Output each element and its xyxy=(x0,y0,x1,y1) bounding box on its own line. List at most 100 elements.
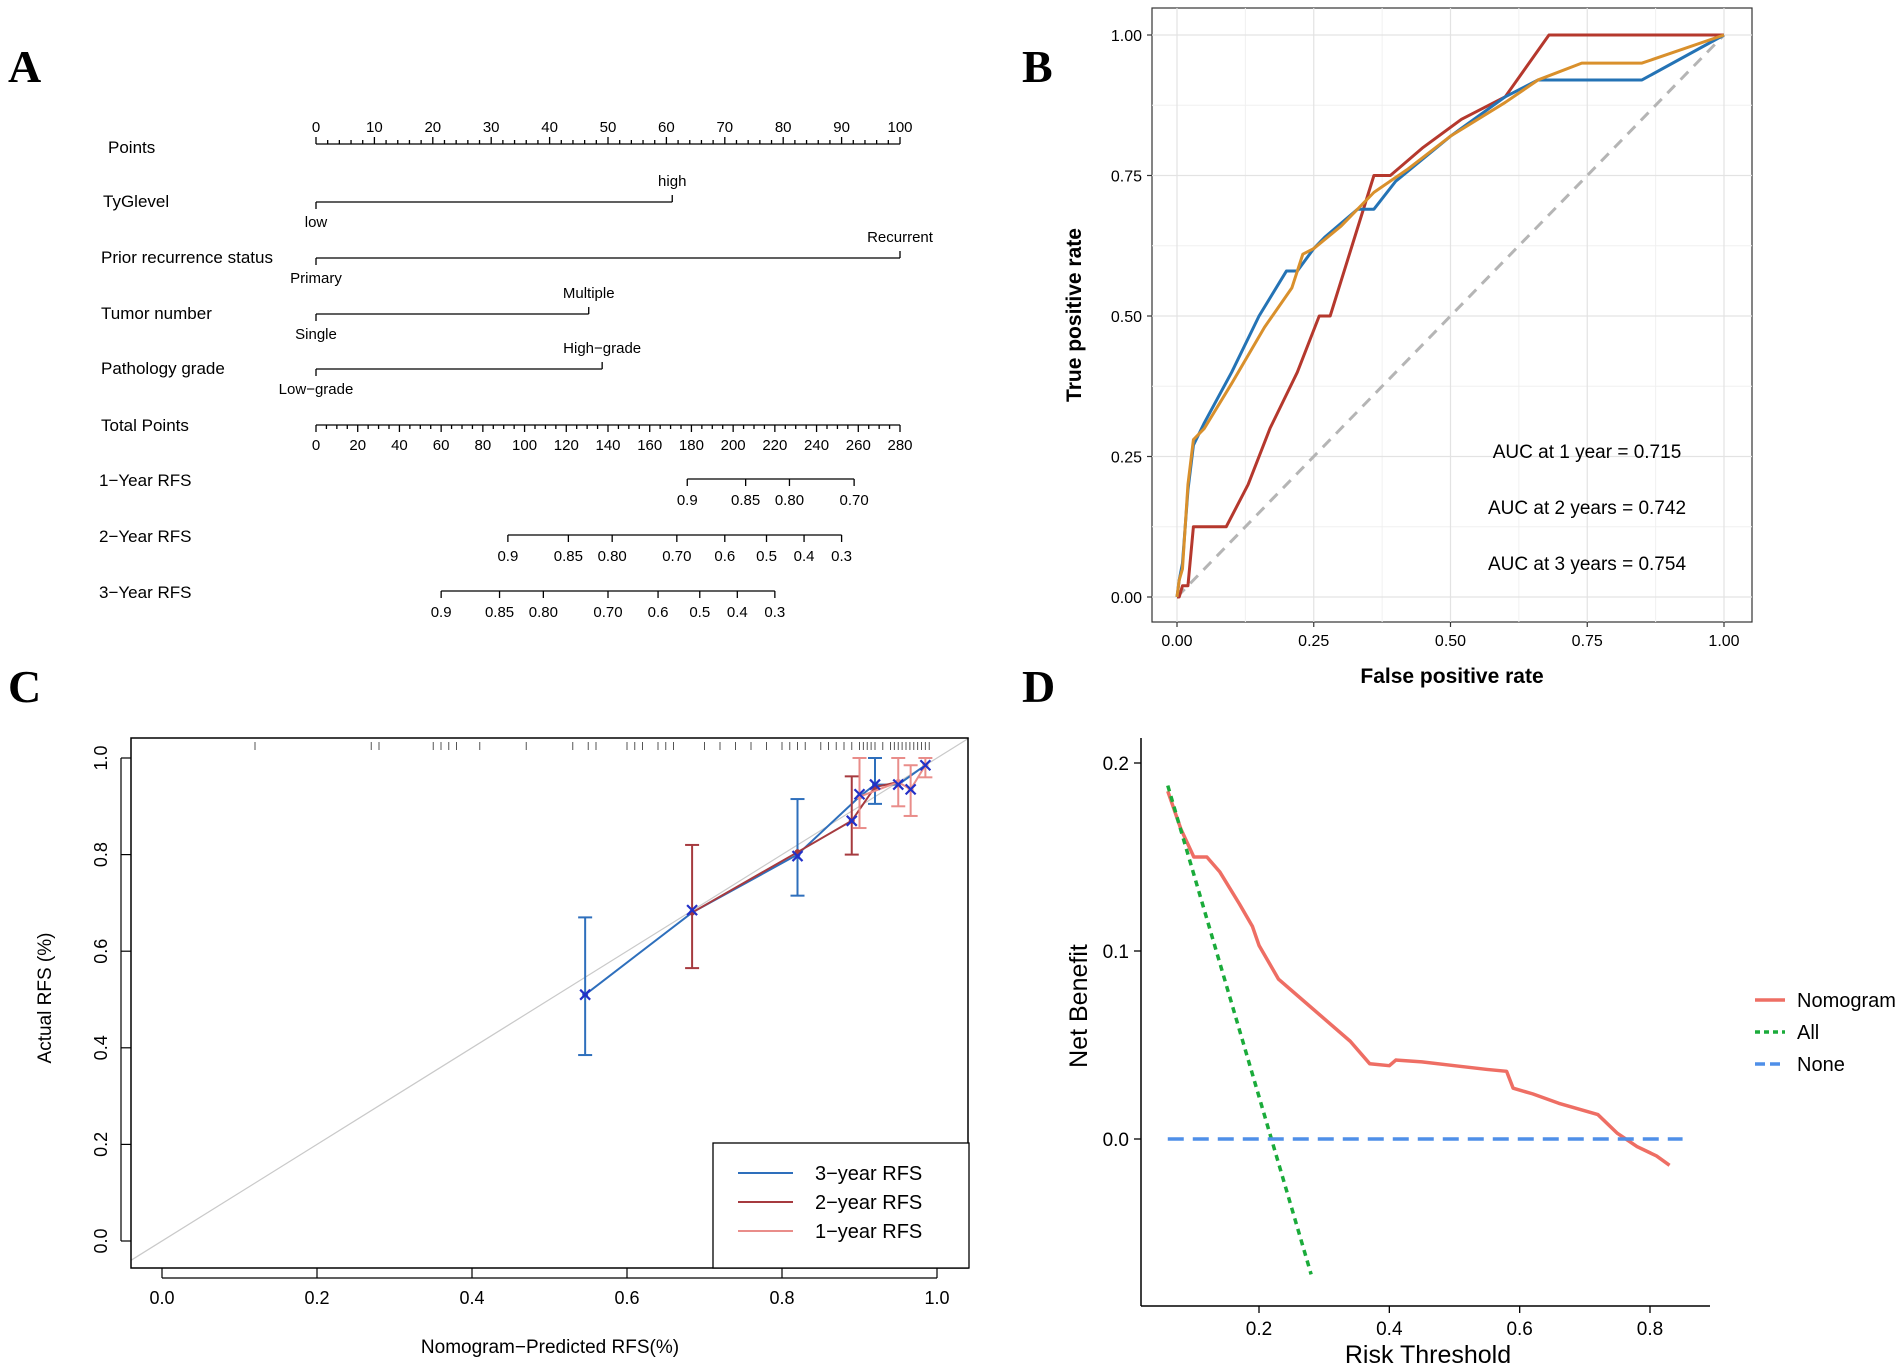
total-points-tick-label: 280 xyxy=(887,437,912,454)
y-tick-label: 0.0 xyxy=(91,1228,111,1253)
x-tick-label: 0.75 xyxy=(1572,633,1603,650)
outcome-row-label: 1−Year RFS xyxy=(99,471,191,490)
outcome-tick-label: 0.85 xyxy=(554,548,583,565)
x-tick-label: 0.00 xyxy=(1161,633,1192,650)
x-tick-label: 0.2 xyxy=(304,1288,329,1308)
panel-label-a: A xyxy=(8,41,41,92)
y-tick-label: 0.4 xyxy=(91,1035,111,1060)
total-points-tick-label: 200 xyxy=(721,437,746,454)
total-points-row-label: Total Points xyxy=(101,416,189,435)
total-points-tick-label: 180 xyxy=(679,437,704,454)
legend-label: 1−year RFS xyxy=(815,1221,922,1243)
outcome-tick-label: 0.70 xyxy=(662,548,691,565)
observed-marker xyxy=(904,783,917,796)
x-tick-label: 1.0 xyxy=(924,1288,949,1308)
plot-panel xyxy=(1151,7,1753,623)
x-tick-label: 0.50 xyxy=(1435,633,1466,650)
roc-line-2 xyxy=(1175,33,1725,598)
outcome-tick-label: 0.4 xyxy=(727,604,748,621)
net-benefit-line-1 xyxy=(1166,785,1313,1275)
y-axis-title: True positive rate xyxy=(1063,228,1086,402)
auc-annotation: AUC at 2 years = 0.742 xyxy=(1488,498,1686,519)
y-tick-label: 0.50 xyxy=(1111,309,1142,326)
predictor-label: Tumor number xyxy=(101,304,212,323)
outcome-tick-label: 0.5 xyxy=(756,548,777,565)
total-points-tick-label: 80 xyxy=(475,437,492,454)
x-tick-label: 0.4 xyxy=(1376,1319,1403,1340)
total-points-tick-label: 40 xyxy=(391,437,408,454)
outcome-tick-label: 0.9 xyxy=(431,604,452,621)
y-tick-label: 0.2 xyxy=(1103,754,1129,775)
panel-label-d: D xyxy=(1022,661,1055,712)
outcome-row-label: 2−Year RFS xyxy=(99,527,191,546)
predictor-level-label: Multiple xyxy=(563,285,615,302)
y-tick-label: 1.00 xyxy=(1111,28,1142,45)
y-tick-label: 0.8 xyxy=(91,842,111,867)
points-tick-label: 20 xyxy=(424,119,441,136)
roc-panel: 0.00 0.25 0.50 0.75 1.00 0.00 0.25 0.50 0.75 1.00… xyxy=(1063,7,1753,688)
y-tick-label: 0.2 xyxy=(91,1132,111,1157)
total-points-tick-label: 140 xyxy=(595,437,620,454)
observed-marker xyxy=(853,788,866,801)
legend-box xyxy=(712,1142,970,1269)
total-points-tick-label: 160 xyxy=(637,437,662,454)
outcome-tick-label: 0.5 xyxy=(689,604,710,621)
observed-marker xyxy=(869,778,881,791)
predictor-level-label: low xyxy=(305,214,328,231)
y-tick-label: 0.1 xyxy=(1103,942,1129,963)
legend-label: 2−year RFS xyxy=(815,1192,922,1214)
outcome-tick-label: 0.9 xyxy=(677,492,698,509)
predictor-level-label: Single xyxy=(295,326,337,343)
points-tick-label: 10 xyxy=(366,119,383,136)
y-tick-label: 0.25 xyxy=(1111,450,1142,467)
net-benefit-line-0 xyxy=(1166,790,1671,1167)
outcome-row-label: 3−Year RFS xyxy=(99,583,191,602)
calibration-panel: 0.0 0.2 0.4 0.6 0.8 1.0 0.0 0.2 0.4 0.6 0.8 1.0 3−ye… xyxy=(35,737,970,1358)
total-points-tick-label: 120 xyxy=(554,437,579,454)
total-points-tick-label: 240 xyxy=(804,437,829,454)
points-tick-label: 40 xyxy=(541,119,558,136)
points-tick-label: 80 xyxy=(775,119,792,136)
y-axis-title: Actual RFS (%) xyxy=(35,933,56,1064)
y-tick-label: 0.0 xyxy=(1103,1130,1129,1151)
x-tick-label: 0.6 xyxy=(614,1288,639,1308)
y-axis-title: Net Benefit xyxy=(1065,944,1093,1068)
points-tick-label: 100 xyxy=(887,119,912,136)
observed-marker xyxy=(791,850,804,862)
y-tick-label: 0.6 xyxy=(91,939,111,964)
outcome-tick-label: 0.4 xyxy=(794,548,815,565)
reference-diagonal-line xyxy=(1175,33,1726,599)
observed-marker xyxy=(892,778,905,791)
nomogram-panel: Points 0 10 20 30 40 50 60 70 80 90 100 TyGlevel low h… xyxy=(99,119,934,621)
outcome-tick-label: 0.80 xyxy=(529,604,558,621)
x-tick-label: 0.25 xyxy=(1298,633,1329,650)
total-points-tick-label: 60 xyxy=(433,437,450,454)
y-tick-label: 0.75 xyxy=(1111,169,1142,186)
outcome-tick-label: 0.9 xyxy=(497,548,518,565)
observed-marker xyxy=(919,759,932,772)
predictor-level-label: Recurrent xyxy=(867,229,934,246)
observed-marker xyxy=(845,815,858,827)
points-tick-label: 50 xyxy=(600,119,617,136)
outcome-tick-label: 0.70 xyxy=(593,604,622,621)
total-points-tick-label: 260 xyxy=(846,437,871,454)
auc-annotation: AUC at 3 years = 0.754 xyxy=(1488,554,1686,575)
auc-annotation: AUC at 1 year = 0.715 xyxy=(1493,442,1682,463)
total-points-tick-label: 100 xyxy=(512,437,537,454)
outcome-tick-label: 0.6 xyxy=(648,604,669,621)
outcome-tick-label: 0.80 xyxy=(775,492,804,509)
predictor-label: TyGlevel xyxy=(103,192,169,211)
outcome-tick-label: 0.85 xyxy=(485,604,514,621)
x-tick-label: 0.4 xyxy=(459,1288,484,1308)
panel-label-b: B xyxy=(1022,41,1053,92)
outcome-tick-label: 0.70 xyxy=(840,492,869,509)
total-points-tick-label: 20 xyxy=(349,437,366,454)
legend-label: 3−year RFS xyxy=(815,1163,922,1185)
x-axis-title: Risk Threshold xyxy=(1345,1341,1511,1367)
outcome-tick-label: 0.85 xyxy=(731,492,760,509)
predictor-label: Pathology grade xyxy=(101,359,225,378)
predictor-label: Prior recurrence status xyxy=(101,248,273,267)
legend-label: Nomogram xyxy=(1797,990,1896,1012)
legend-label: All xyxy=(1797,1022,1819,1044)
x-tick-label: 1.00 xyxy=(1708,633,1739,650)
